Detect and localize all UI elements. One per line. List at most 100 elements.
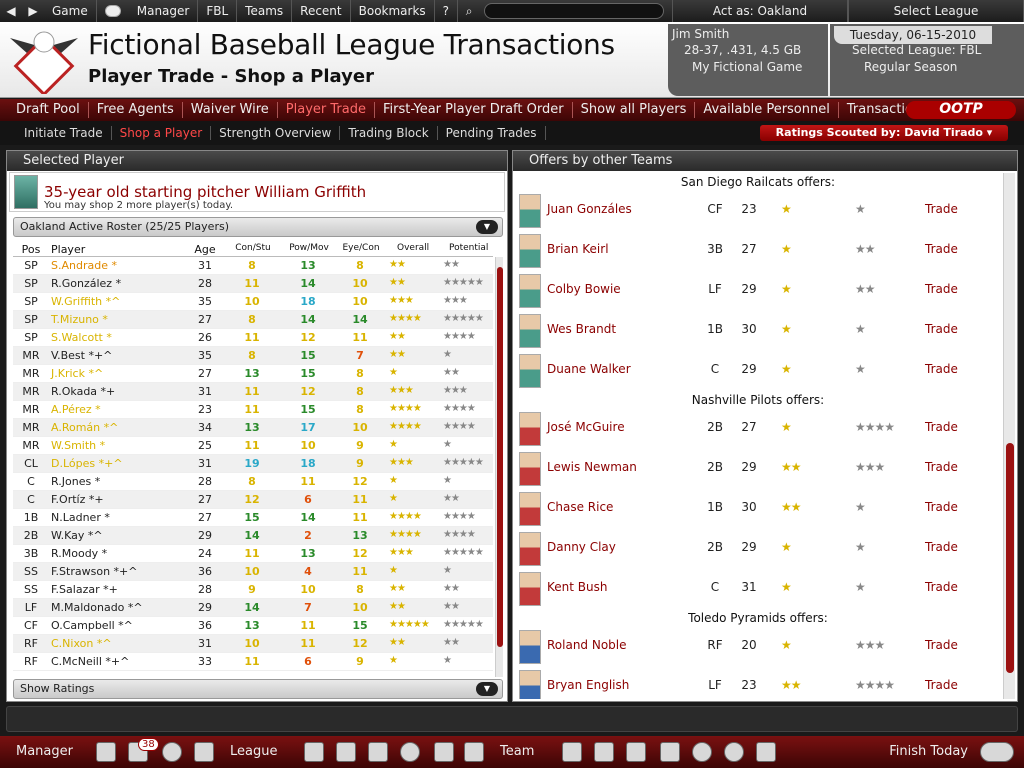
- subnav-shop-player[interactable]: Shop a Player: [112, 126, 212, 140]
- home-icon[interactable]: [96, 742, 116, 762]
- roster-player-name[interactable]: C.Nixon *^: [51, 637, 112, 650]
- bottom-league-label[interactable]: League: [230, 744, 278, 759]
- roster-player-name[interactable]: V.Best *+^: [51, 349, 113, 362]
- nav-free-agents[interactable]: Free Agents: [89, 102, 183, 118]
- col-pos[interactable]: Pos: [21, 243, 41, 256]
- select-league-menu[interactable]: Select League: [848, 0, 1024, 22]
- roster-dropdown[interactable]: Oakland Active Roster (25/25 Players) ▼: [13, 217, 503, 237]
- col-overall[interactable]: Overall: [397, 243, 430, 253]
- roster-row[interactable]: CF O.Campbell *^ 36 13 11 15 ★★★★★ ★★★★★: [13, 617, 493, 635]
- baseball-icon[interactable]: [104, 5, 121, 17]
- roster-player-name[interactable]: R.Jones *: [51, 475, 101, 488]
- roster-player-name[interactable]: W.Smith *: [51, 439, 106, 452]
- roster-player-name[interactable]: C.McNeill *+^: [51, 655, 130, 668]
- forward-arrow-icon[interactable]: ▶: [28, 4, 38, 18]
- roster-player-name[interactable]: R.Moody *: [51, 547, 108, 560]
- roster-row[interactable]: MR R.Okada *+ 31 11 12 8 ★★★ ★★★: [13, 383, 493, 401]
- col-con-stu[interactable]: Con/Stu: [235, 243, 271, 253]
- nav-draft-order[interactable]: First-Year Player Draft Order: [375, 102, 573, 118]
- roster-row[interactable]: SP T.Mizuno * 27 8 14 14 ★★★★ ★★★★★: [13, 311, 493, 329]
- roster-row[interactable]: SS F.Salazar *+ 28 9 10 8 ★★ ★★: [13, 581, 493, 599]
- trade-button[interactable]: Trade: [925, 322, 958, 336]
- roster-row[interactable]: RF C.Nixon *^ 31 10 11 12 ★★ ★★: [13, 635, 493, 653]
- nav-show-all-players[interactable]: Show all Players: [573, 102, 696, 118]
- trade-button[interactable]: Trade: [925, 638, 958, 652]
- menu-game[interactable]: Game: [44, 0, 97, 22]
- camera-icon[interactable]: [464, 742, 484, 762]
- trade-button[interactable]: Trade: [925, 540, 958, 554]
- trade-button[interactable]: Trade: [925, 282, 958, 296]
- roster-player-name[interactable]: N.Ladner *: [51, 511, 110, 524]
- roster-player-name[interactable]: O.Campbell *^: [51, 619, 133, 632]
- roster-player-name[interactable]: W.Griffith *^: [51, 295, 121, 308]
- roster-player-name[interactable]: S.Walcott *: [51, 331, 112, 344]
- baseball-icon[interactable]: [980, 742, 1014, 762]
- search-icon[interactable]: [692, 742, 712, 762]
- offer-player-name[interactable]: Kent Bush: [547, 580, 608, 594]
- offer-player-name[interactable]: Roland Noble: [547, 638, 627, 652]
- offers-scrollbar[interactable]: [1003, 173, 1015, 699]
- offer-player-name[interactable]: José McGuire: [547, 420, 625, 434]
- bottom-team-label[interactable]: Team: [500, 744, 535, 759]
- search-icon[interactable]: [162, 742, 182, 762]
- roster-row[interactable]: LF M.Maldonado *^ 29 14 7 10 ★★ ★★: [13, 599, 493, 617]
- roster-player-name[interactable]: T.Mizuno *: [51, 313, 108, 326]
- roster-player-name[interactable]: R.Okada *+: [51, 385, 116, 398]
- roster-player-name[interactable]: D.Lópes *+^: [51, 457, 123, 470]
- offer-player-name[interactable]: Danny Clay: [547, 540, 616, 554]
- coin-icon[interactable]: [724, 742, 744, 762]
- finish-today-button[interactable]: Finish Today: [889, 744, 968, 759]
- camera-icon[interactable]: [194, 742, 214, 762]
- offer-player-name[interactable]: Wes Brandt: [547, 322, 617, 336]
- subnav-initiate-trade[interactable]: Initiate Trade: [16, 126, 112, 140]
- offer-player-name[interactable]: Bryan English: [547, 678, 630, 692]
- camera-icon[interactable]: [756, 742, 776, 762]
- trade-button[interactable]: Trade: [925, 242, 958, 256]
- trade-button[interactable]: Trade: [925, 420, 958, 434]
- menu-fbl[interactable]: FBL: [198, 0, 238, 22]
- roster-row[interactable]: MR V.Best *+^ 35 8 15 7 ★★ ★: [13, 347, 493, 365]
- roster-row[interactable]: SS F.Strawson *+^ 36 10 4 11 ★ ★: [13, 563, 493, 581]
- roster-player-name[interactable]: R.González *: [51, 277, 122, 290]
- menu-bookmarks[interactable]: Bookmarks: [351, 0, 435, 22]
- col-player[interactable]: Player: [51, 243, 86, 256]
- trade-button[interactable]: Trade: [925, 202, 958, 216]
- trade-button[interactable]: Trade: [925, 678, 958, 692]
- col-potential[interactable]: Potential: [449, 243, 489, 253]
- offer-player-name[interactable]: Chase Rice: [547, 500, 614, 514]
- roster-row[interactable]: MR A.Román *^ 34 13 17 10 ★★★★ ★★★★: [13, 419, 493, 437]
- offer-player-name[interactable]: Juan Gonzáles: [547, 202, 632, 216]
- search-input[interactable]: [484, 3, 665, 19]
- roster-row[interactable]: 2B W.Kay *^ 29 14 2 13 ★★★★ ★★★★: [13, 527, 493, 545]
- act-as-menu[interactable]: Act as: Oakland: [672, 0, 848, 22]
- roster-row[interactable]: 1B N.Ladner * 27 15 14 11 ★★★★ ★★★★: [13, 509, 493, 527]
- roster-row[interactable]: C F.Ortíz *+ 27 12 6 11 ★ ★★: [13, 491, 493, 509]
- clipboard-icon[interactable]: [434, 742, 454, 762]
- baseball-icon[interactable]: [400, 742, 420, 762]
- roster-row[interactable]: C R.Jones * 28 8 11 12 ★ ★: [13, 473, 493, 491]
- roster-row[interactable]: 3B R.Moody * 24 11 13 12 ★★★ ★★★★★: [13, 545, 493, 563]
- show-ratings-dropdown[interactable]: Show Ratings ▼: [13, 679, 503, 699]
- roster-row[interactable]: SP W.Griffith *^ 35 10 18 10 ★★★ ★★★: [13, 293, 493, 311]
- subnav-trading-block[interactable]: Trading Block: [340, 126, 438, 140]
- offer-player-name[interactable]: Lewis Newman: [547, 460, 637, 474]
- scrollbar-thumb[interactable]: [497, 267, 503, 647]
- clipboard-icon[interactable]: [660, 742, 680, 762]
- roster-player-name[interactable]: F.Salazar *+: [51, 583, 118, 596]
- nav-available-personnel[interactable]: Available Personnel: [695, 102, 839, 118]
- offer-player-name[interactable]: Duane Walker: [547, 362, 631, 376]
- trade-button[interactable]: Trade: [925, 580, 958, 594]
- roster-row[interactable]: CL D.Lópes *+^ 31 19 18 9 ★★★ ★★★★★: [13, 455, 493, 473]
- subnav-pending-trades[interactable]: Pending Trades: [438, 126, 546, 140]
- search-icon[interactable]: ⌕: [465, 3, 473, 18]
- col-age[interactable]: Age: [194, 243, 216, 256]
- chevron-down-icon[interactable]: ▼: [476, 682, 498, 696]
- roster-row[interactable]: MR A.Pérez * 23 11 15 8 ★★★★ ★★★★: [13, 401, 493, 419]
- roster-player-name[interactable]: A.Pérez *: [51, 403, 101, 416]
- col-pow-mov[interactable]: Pow/Mov: [289, 243, 329, 253]
- trophy-icon[interactable]: [336, 742, 356, 762]
- menu-help[interactable]: ?: [435, 0, 459, 22]
- menu-teams[interactable]: Teams: [237, 0, 293, 22]
- roster-scrollbar[interactable]: [495, 257, 503, 677]
- diamond-icon[interactable]: [626, 742, 646, 762]
